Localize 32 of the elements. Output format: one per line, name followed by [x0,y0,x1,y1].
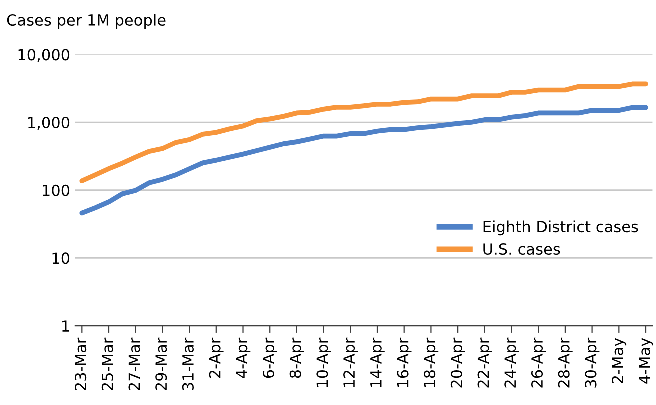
line-series [80,105,648,216]
x-tick-label: 18-Apr [424,338,439,388]
x-tick-label: 22-Apr [478,338,492,388]
line-series [80,82,648,184]
x-tick-label: 4-May [639,338,654,384]
y-tick-label: 1,000 [28,116,70,130]
y-tick-label: 100 [43,184,70,196]
x-tick-label: 24-Apr [504,338,520,388]
x-tick-label: 6-Apr [262,338,278,378]
legend-label: U.S. cases [484,243,560,256]
x-tick-label: 27-Mar [128,338,140,390]
x-tick-label: 2-May [612,338,627,384]
legend-label: Eighth District cases [484,220,638,236]
x-tick-label: 4-Apr [236,338,251,378]
x-tick-label: 8-Apr [290,338,304,378]
x-tick-label: 10-Apr [316,338,332,388]
x-tick-label: 28-Apr [558,338,573,388]
x-tick-label: 23-Mar [75,338,87,390]
x-tick-label: 16-Apr [397,338,412,388]
x-tick-label: 29-Mar [156,338,168,390]
x-tick-label: 31-Mar [182,338,194,390]
y-tick-label: 10 [52,252,70,264]
x-tick-label: 25-Mar [102,338,114,390]
y-tick-label: 10,000 [18,49,70,62]
x-tick-label: 30-Apr [585,338,600,388]
x-tick-label: 14-Apr [370,338,385,388]
y-axis-title: Cases per 1M people [7,14,166,29]
x-tick-label: 12-Apr [344,338,358,388]
y-tick-label: 1 [62,320,70,332]
x-tick-label: 2-Apr [209,338,224,378]
x-tick-label: 20-Apr [450,338,466,388]
x-tick-label: 26-Apr [531,338,546,388]
